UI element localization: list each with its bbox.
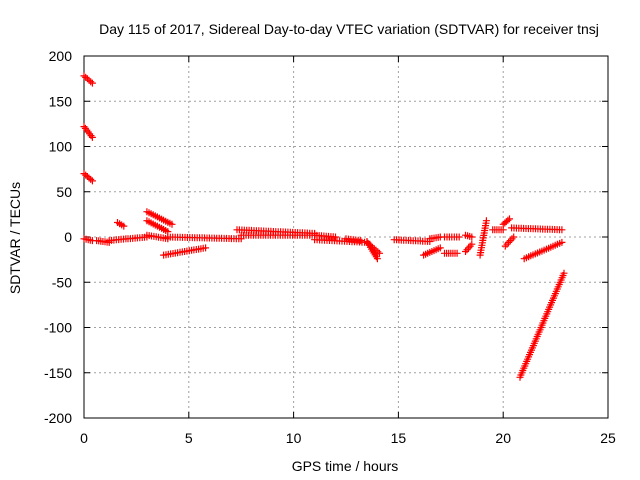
- y-tick-label-4: 0: [64, 229, 72, 245]
- data-points-23: [441, 249, 461, 257]
- data-segment-22: [426, 233, 444, 243]
- data-segment-23: [441, 249, 461, 257]
- y-tick-label-3: -50: [52, 274, 72, 290]
- axes: 0 5 10 15 20 25 -200 -150 -100 -50 0 50 100 150 200: [44, 48, 616, 446]
- x-tick-label-2: 10: [286, 430, 302, 446]
- data-points-10: [143, 231, 172, 243]
- y-tick-label-6: 100: [49, 139, 73, 155]
- data-segment-12: [164, 233, 245, 243]
- data-segment-20: [390, 236, 434, 245]
- data-segment-27: [476, 217, 490, 259]
- data-points-3: [80, 235, 96, 245]
- data-points-33: [516, 269, 568, 381]
- y-tick-label-0: -200: [44, 410, 72, 426]
- data-points-29: [499, 215, 513, 228]
- data-points-12: [164, 233, 245, 243]
- data-points-19: [365, 240, 383, 257]
- data-segment-19: [365, 240, 383, 257]
- data-segment-14: [237, 231, 319, 239]
- y-axis-label: SDTVAR / TECUs: [7, 182, 23, 294]
- data-series: [80, 72, 568, 381]
- data-points-20: [390, 236, 434, 245]
- data-points-1: [80, 123, 96, 141]
- x-tick-label-0: 0: [80, 430, 88, 446]
- data-points-28: [489, 226, 507, 234]
- chart-title: Day 115 of 2017, Sidereal Day-to-day VTE…: [99, 21, 599, 37]
- y-tick-label-7: 150: [49, 93, 73, 109]
- data-points-6: [114, 219, 128, 230]
- data-points-9: [143, 217, 172, 236]
- data-segment-3: [80, 235, 96, 245]
- data-points-31: [508, 224, 566, 234]
- data-segment-31: [508, 224, 566, 234]
- y-tick-label-5: 50: [56, 184, 72, 200]
- data-points-25: [462, 240, 476, 255]
- y-tick-label-2: -100: [44, 320, 72, 336]
- data-points-21: [420, 244, 444, 259]
- x-axis-label: GPS time / hours: [292, 458, 399, 474]
- data-segment-0: [80, 72, 96, 87]
- data-points-24: [441, 233, 463, 241]
- data-segment-15: [311, 231, 339, 241]
- data-points-30: [501, 233, 518, 250]
- data-segment-33: [516, 269, 568, 381]
- data-segment-9: [143, 217, 172, 236]
- data-points-22: [426, 233, 444, 243]
- y-tick-label-1: -150: [44, 365, 72, 381]
- data-points-0: [80, 72, 96, 87]
- data-segment-24: [441, 233, 463, 241]
- data-segment-32: [520, 238, 566, 263]
- data-segment-10: [143, 231, 172, 243]
- data-segment-30: [501, 233, 518, 250]
- data-segment-21: [420, 244, 444, 259]
- y-tick-label-8: 200: [49, 48, 73, 64]
- data-segment-1: [80, 123, 96, 141]
- x-tick-label-3: 15: [391, 430, 407, 446]
- data-points-32: [520, 238, 566, 263]
- x-tick-label-5: 25: [600, 430, 616, 446]
- data-points-27: [476, 217, 490, 259]
- data-segment-29: [499, 215, 513, 228]
- data-segment-25: [462, 240, 476, 255]
- data-segment-8: [143, 208, 176, 228]
- data-points-17: [342, 235, 365, 245]
- data-points-26: [462, 231, 476, 241]
- data-segment-16: [311, 236, 371, 246]
- x-tick-label-4: 20: [495, 430, 511, 446]
- data-segment-2: [80, 170, 96, 185]
- data-segment-6: [114, 219, 128, 230]
- data-segment-28: [489, 226, 507, 234]
- data-segment-11: [160, 244, 210, 259]
- x-tick-label-1: 5: [185, 430, 193, 446]
- data-points-8: [143, 208, 176, 228]
- data-points-15: [311, 231, 339, 241]
- data-points-11: [160, 244, 210, 259]
- data-segment-26: [462, 231, 476, 241]
- data-points-2: [80, 170, 96, 185]
- data-points-16: [311, 236, 371, 246]
- data-points-14: [237, 231, 319, 239]
- data-segment-17: [342, 235, 365, 245]
